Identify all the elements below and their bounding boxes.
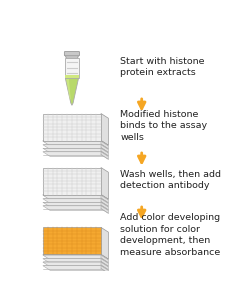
Polygon shape — [101, 202, 108, 210]
Polygon shape — [101, 195, 108, 203]
Polygon shape — [101, 266, 108, 273]
Polygon shape — [101, 145, 108, 152]
Polygon shape — [101, 206, 108, 213]
Polygon shape — [101, 259, 108, 266]
Bar — [65, 75, 78, 78]
Polygon shape — [65, 78, 78, 105]
FancyBboxPatch shape — [64, 52, 80, 56]
Polygon shape — [101, 167, 108, 199]
Polygon shape — [43, 228, 101, 254]
Polygon shape — [43, 195, 108, 199]
Polygon shape — [43, 254, 108, 259]
Polygon shape — [43, 113, 101, 141]
Polygon shape — [101, 148, 108, 156]
Polygon shape — [65, 54, 79, 58]
Polygon shape — [43, 152, 108, 156]
Polygon shape — [43, 262, 108, 267]
Polygon shape — [66, 79, 71, 99]
Polygon shape — [43, 141, 108, 146]
Polygon shape — [101, 113, 108, 145]
Polygon shape — [43, 141, 108, 145]
Polygon shape — [43, 148, 108, 153]
Polygon shape — [43, 266, 108, 271]
Polygon shape — [101, 228, 108, 259]
Text: Wash wells, then add
detection antibody: Wash wells, then add detection antibody — [120, 170, 222, 190]
Polygon shape — [43, 206, 108, 210]
Text: Modified histone
binds to the assay
wells: Modified histone binds to the assay well… — [120, 110, 208, 142]
Polygon shape — [43, 195, 108, 200]
Polygon shape — [43, 145, 108, 149]
Polygon shape — [101, 152, 108, 159]
Polygon shape — [43, 255, 108, 260]
Polygon shape — [101, 199, 108, 206]
Polygon shape — [101, 141, 108, 149]
Polygon shape — [43, 202, 108, 207]
Polygon shape — [43, 167, 101, 195]
Text: Start with histone
protein extracts: Start with histone protein extracts — [120, 57, 205, 77]
Polygon shape — [101, 262, 108, 270]
Text: Add color developing
solution for color
development, then
measure absorbance: Add color developing solution for color … — [120, 214, 221, 257]
Polygon shape — [43, 199, 108, 203]
Bar — [65, 58, 78, 78]
Polygon shape — [43, 259, 108, 263]
Polygon shape — [101, 255, 108, 263]
